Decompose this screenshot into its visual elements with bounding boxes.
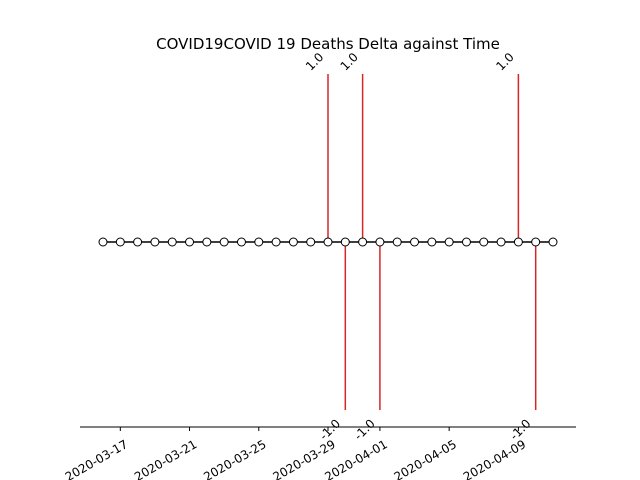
data-point-24: [513, 237, 523, 247]
x-tick-label-2: 2020-03-25: [201, 437, 268, 480]
data-point-7: [219, 237, 229, 247]
data-point-9: [254, 237, 264, 247]
delta-labels-group: 1.0-1.01.0-1.01.0-1.0: [303, 50, 534, 443]
delta-label-3: -1.0: [351, 416, 377, 442]
data-point-21: [461, 237, 471, 247]
data-point-6: [202, 237, 212, 247]
data-point-13: [323, 237, 333, 247]
markers-group: [98, 237, 558, 247]
data-point-16: [375, 237, 385, 247]
delta-label-4: 1.0: [493, 50, 516, 73]
data-point-14: [340, 237, 350, 247]
x-tick-label-0: 2020-03-17: [63, 437, 130, 480]
data-point-17: [392, 237, 402, 247]
x-tick-label-6: 2020-04-09: [461, 437, 528, 480]
data-point-1: [115, 237, 125, 247]
delta-label-0: 1.0: [303, 50, 326, 73]
data-point-26: [548, 237, 558, 247]
stems-group: [327, 74, 537, 410]
delta-label-2: 1.0: [338, 50, 361, 73]
data-point-12: [306, 237, 316, 247]
data-point-5: [185, 237, 195, 247]
data-point-0: [98, 237, 108, 247]
data-point-25: [531, 237, 541, 247]
data-point-3: [150, 237, 160, 247]
data-point-18: [410, 237, 420, 247]
x-tick-label-1: 2020-03-21: [132, 437, 199, 480]
data-point-23: [496, 237, 506, 247]
data-point-20: [444, 237, 454, 247]
data-point-2: [133, 237, 143, 247]
x-tick-label-5: 2020-04-05: [392, 437, 459, 480]
data-point-15: [358, 237, 368, 247]
data-point-22: [479, 237, 489, 247]
data-point-19: [427, 237, 437, 247]
data-point-4: [167, 237, 177, 247]
chart-title: COVID19COVID 19 Deaths Delta against Tim…: [156, 35, 500, 53]
data-point-8: [236, 237, 246, 247]
data-point-11: [288, 237, 298, 247]
data-point-10: [271, 237, 281, 247]
